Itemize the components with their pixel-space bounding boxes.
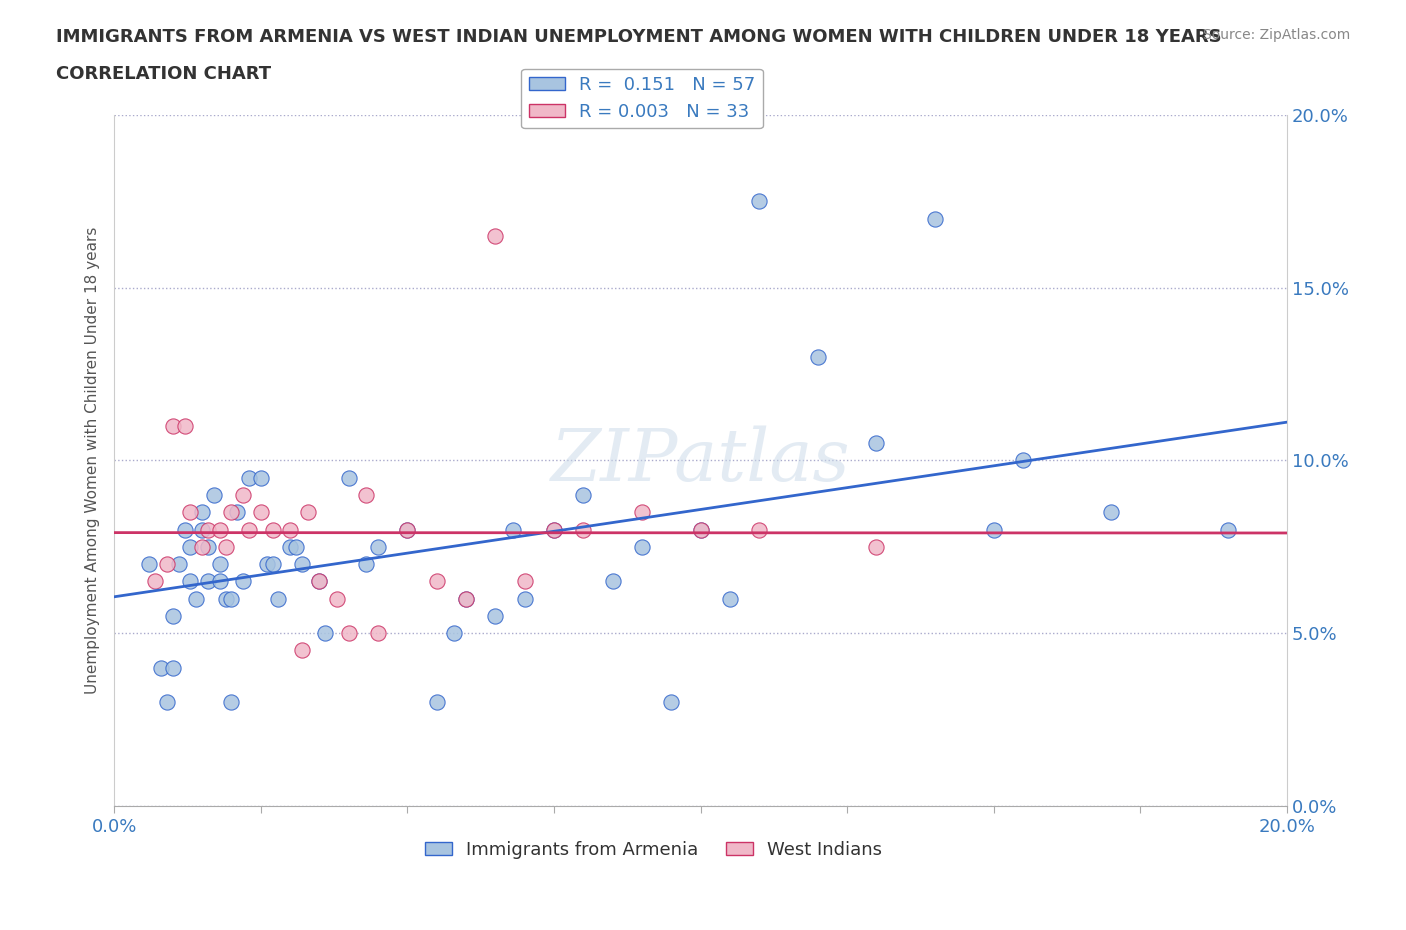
Point: [186, 591, 208, 606]
Point: [689, 522, 711, 537]
Point: [156, 695, 179, 710]
Point: [807, 350, 830, 365]
Point: [454, 591, 477, 606]
Point: [308, 574, 330, 589]
Point: [337, 626, 360, 641]
Point: [396, 522, 419, 537]
Point: [191, 505, 214, 520]
Point: [162, 608, 184, 623]
Point: [262, 522, 284, 537]
Point: [197, 574, 219, 589]
Point: [659, 695, 682, 710]
Point: [179, 574, 201, 589]
Point: [748, 194, 770, 209]
Point: [484, 608, 506, 623]
Point: [543, 522, 565, 537]
Point: [718, 591, 741, 606]
Point: [367, 539, 389, 554]
Point: [179, 505, 201, 520]
Point: [202, 487, 225, 502]
Y-axis label: Unemployment Among Women with Children Under 18 years: Unemployment Among Women with Children U…: [86, 227, 100, 694]
Point: [238, 522, 260, 537]
Point: [326, 591, 349, 606]
Point: [572, 487, 595, 502]
Point: [314, 626, 336, 641]
Point: [173, 418, 195, 433]
Point: [356, 557, 378, 572]
Legend: Immigrants from Armenia, West Indians: Immigrants from Armenia, West Indians: [418, 833, 890, 866]
Point: [162, 418, 184, 433]
Point: [502, 522, 524, 537]
Text: IMMIGRANTS FROM ARMENIA VS WEST INDIAN UNEMPLOYMENT AMONG WOMEN WITH CHILDREN UN: IMMIGRANTS FROM ARMENIA VS WEST INDIAN U…: [56, 28, 1222, 46]
Point: [748, 522, 770, 537]
Point: [267, 591, 290, 606]
Point: [602, 574, 624, 589]
Point: [356, 487, 378, 502]
Point: [208, 522, 231, 537]
Point: [285, 539, 308, 554]
Point: [1099, 505, 1122, 520]
Point: [865, 436, 887, 451]
Point: [513, 574, 536, 589]
Point: [924, 211, 946, 226]
Point: [443, 626, 465, 641]
Point: [1218, 522, 1240, 537]
Point: [291, 643, 314, 658]
Point: [179, 539, 201, 554]
Point: [221, 695, 243, 710]
Point: [484, 229, 506, 244]
Point: [173, 522, 195, 537]
Text: Source: ZipAtlas.com: Source: ZipAtlas.com: [1202, 28, 1350, 42]
Point: [208, 574, 231, 589]
Point: [208, 557, 231, 572]
Point: [214, 539, 236, 554]
Point: [865, 539, 887, 554]
Point: [214, 591, 236, 606]
Text: ZIPatlas: ZIPatlas: [551, 425, 851, 496]
Point: [232, 574, 254, 589]
Point: [396, 522, 419, 537]
Point: [297, 505, 319, 520]
Point: [631, 505, 654, 520]
Point: [262, 557, 284, 572]
Point: [572, 522, 595, 537]
Point: [226, 505, 249, 520]
Point: [191, 539, 214, 554]
Point: [249, 471, 271, 485]
Point: [426, 695, 449, 710]
Point: [162, 660, 184, 675]
Point: [150, 660, 173, 675]
Point: [249, 505, 271, 520]
Point: [983, 522, 1005, 537]
Point: [232, 487, 254, 502]
Point: [197, 539, 219, 554]
Point: [197, 522, 219, 537]
Point: [278, 539, 301, 554]
Point: [513, 591, 536, 606]
Text: CORRELATION CHART: CORRELATION CHART: [56, 65, 271, 83]
Point: [143, 574, 166, 589]
Point: [167, 557, 190, 572]
Point: [689, 522, 711, 537]
Point: [156, 557, 179, 572]
Point: [337, 471, 360, 485]
Point: [543, 522, 565, 537]
Point: [278, 522, 301, 537]
Point: [426, 574, 449, 589]
Point: [238, 471, 260, 485]
Point: [221, 505, 243, 520]
Point: [191, 522, 214, 537]
Point: [454, 591, 477, 606]
Point: [308, 574, 330, 589]
Point: [256, 557, 278, 572]
Point: [1012, 453, 1035, 468]
Point: [221, 591, 243, 606]
Point: [138, 557, 160, 572]
Point: [631, 539, 654, 554]
Point: [367, 626, 389, 641]
Point: [291, 557, 314, 572]
